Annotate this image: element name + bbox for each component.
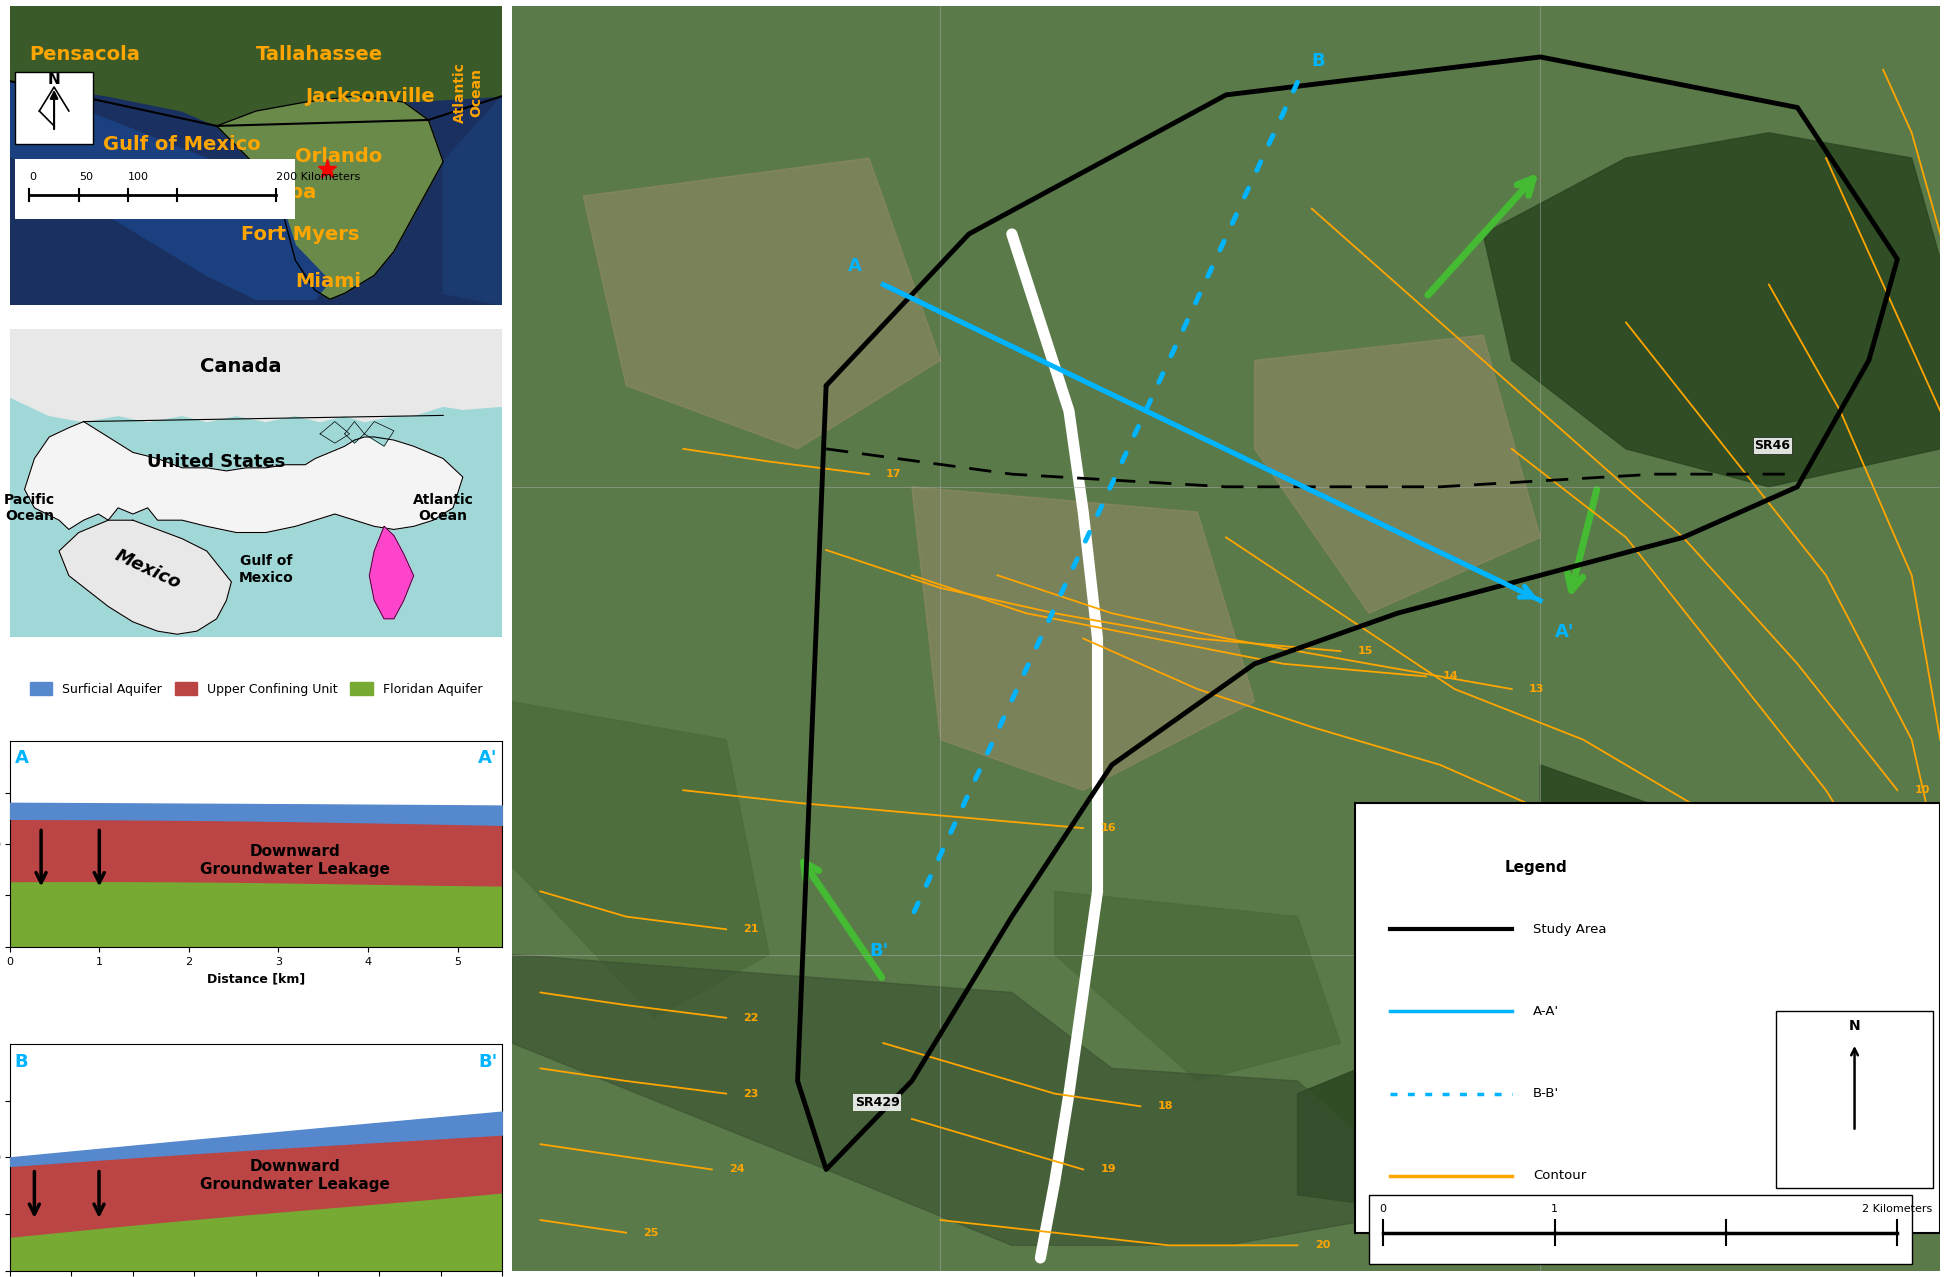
Text: Tallahassee: Tallahassee [255, 45, 382, 64]
Polygon shape [1540, 765, 1940, 1170]
FancyBboxPatch shape [16, 72, 94, 144]
Polygon shape [10, 329, 503, 421]
Text: 0: 0 [1381, 1204, 1386, 1213]
Text: Downward
Groundwater Leakage: Downward Groundwater Leakage [201, 844, 390, 876]
Text: B-B': B-B' [1533, 1087, 1560, 1099]
Text: 24: 24 [729, 1165, 745, 1175]
Text: Fort Myers: Fort Myers [242, 225, 359, 244]
Text: A': A' [1554, 623, 1574, 641]
Text: 2 Kilometers: 2 Kilometers [1862, 1204, 1932, 1213]
Polygon shape [58, 520, 232, 635]
Text: A': A' [478, 750, 497, 767]
Text: B: B [1312, 51, 1326, 70]
Polygon shape [443, 96, 503, 305]
Text: SR46: SR46 [1755, 439, 1790, 452]
Text: Mexico: Mexico [111, 547, 183, 593]
Polygon shape [369, 526, 413, 619]
Polygon shape [913, 487, 1254, 790]
Polygon shape [365, 421, 394, 446]
Polygon shape [1484, 133, 1940, 487]
Text: Gulf of Mexico: Gulf of Mexico [103, 135, 261, 153]
Text: 23: 23 [743, 1088, 759, 1098]
Text: Downward
Groundwater Leakage: Downward Groundwater Leakage [201, 1160, 390, 1191]
Polygon shape [25, 421, 462, 533]
Text: Gulf of
Mexico: Gulf of Mexico [238, 554, 292, 585]
Text: 10: 10 [1915, 785, 1930, 796]
Text: N: N [47, 72, 60, 87]
Text: Contour: Contour [1533, 1170, 1587, 1183]
Polygon shape [10, 82, 330, 299]
Polygon shape [1055, 891, 1340, 1080]
Text: Atlantic
Ocean: Atlantic Ocean [452, 63, 484, 123]
Text: 7: 7 [1886, 1214, 1893, 1225]
Text: 20: 20 [1314, 1240, 1330, 1250]
Text: 9: 9 [1929, 925, 1936, 935]
Text: Atlantic
Ocean: Atlantic Ocean [413, 493, 474, 524]
Text: 100: 100 [129, 171, 148, 181]
Polygon shape [583, 158, 940, 450]
Polygon shape [1297, 1018, 1626, 1220]
Text: 12: 12 [1730, 912, 1745, 922]
Text: 0: 0 [29, 171, 37, 181]
Text: 15: 15 [1357, 646, 1373, 656]
FancyBboxPatch shape [1355, 803, 1940, 1232]
Text: Orlando: Orlando [294, 147, 382, 166]
Text: United States: United States [148, 452, 287, 471]
Text: 17: 17 [885, 469, 901, 479]
Text: A: A [848, 257, 862, 275]
Polygon shape [513, 702, 768, 1018]
Text: A-A': A-A' [1533, 1005, 1560, 1018]
Text: B: B [16, 1054, 29, 1071]
Text: 13: 13 [1529, 684, 1544, 695]
Text: SR429: SR429 [854, 1096, 899, 1110]
Text: 1: 1 [1550, 1204, 1558, 1213]
Text: 22: 22 [743, 1013, 759, 1023]
FancyBboxPatch shape [1776, 1011, 1932, 1189]
Text: 11: 11 [1843, 912, 1858, 922]
Text: 50: 50 [78, 171, 94, 181]
Text: Jacksonville: Jacksonville [306, 87, 435, 106]
Text: 14: 14 [1443, 672, 1459, 682]
Text: B': B' [870, 942, 889, 960]
Text: N: N [1849, 1019, 1860, 1033]
Polygon shape [513, 955, 1441, 1245]
Text: Study Area: Study Area [1533, 923, 1607, 936]
Text: Canada: Canada [201, 356, 283, 375]
Legend: Surficial Aquifer, Upper Confining Unit, Floridan Aquifer: Surficial Aquifer, Upper Confining Unit,… [25, 677, 488, 701]
Polygon shape [320, 421, 349, 443]
Text: Pacific
Ocean: Pacific Ocean [4, 493, 55, 524]
Polygon shape [216, 96, 443, 299]
Polygon shape [10, 6, 503, 126]
Text: 16: 16 [1100, 824, 1115, 833]
Text: B': B' [478, 1054, 497, 1071]
Text: A: A [16, 750, 29, 767]
Text: 19: 19 [1100, 1165, 1115, 1175]
Text: Miami: Miami [294, 272, 361, 291]
Text: 200 Kilometers: 200 Kilometers [275, 171, 361, 181]
FancyBboxPatch shape [16, 158, 294, 218]
Text: 18: 18 [1158, 1101, 1174, 1111]
Text: Pensacola: Pensacola [29, 45, 140, 64]
Text: Legend: Legend [1505, 859, 1568, 875]
Text: Tampa: Tampa [246, 183, 318, 202]
Polygon shape [345, 421, 365, 443]
Polygon shape [1254, 335, 1541, 613]
Text: 25: 25 [644, 1227, 659, 1237]
Text: 21: 21 [743, 925, 759, 935]
X-axis label: Distance [km]: Distance [km] [207, 972, 304, 985]
Bar [1369, 1195, 1911, 1264]
